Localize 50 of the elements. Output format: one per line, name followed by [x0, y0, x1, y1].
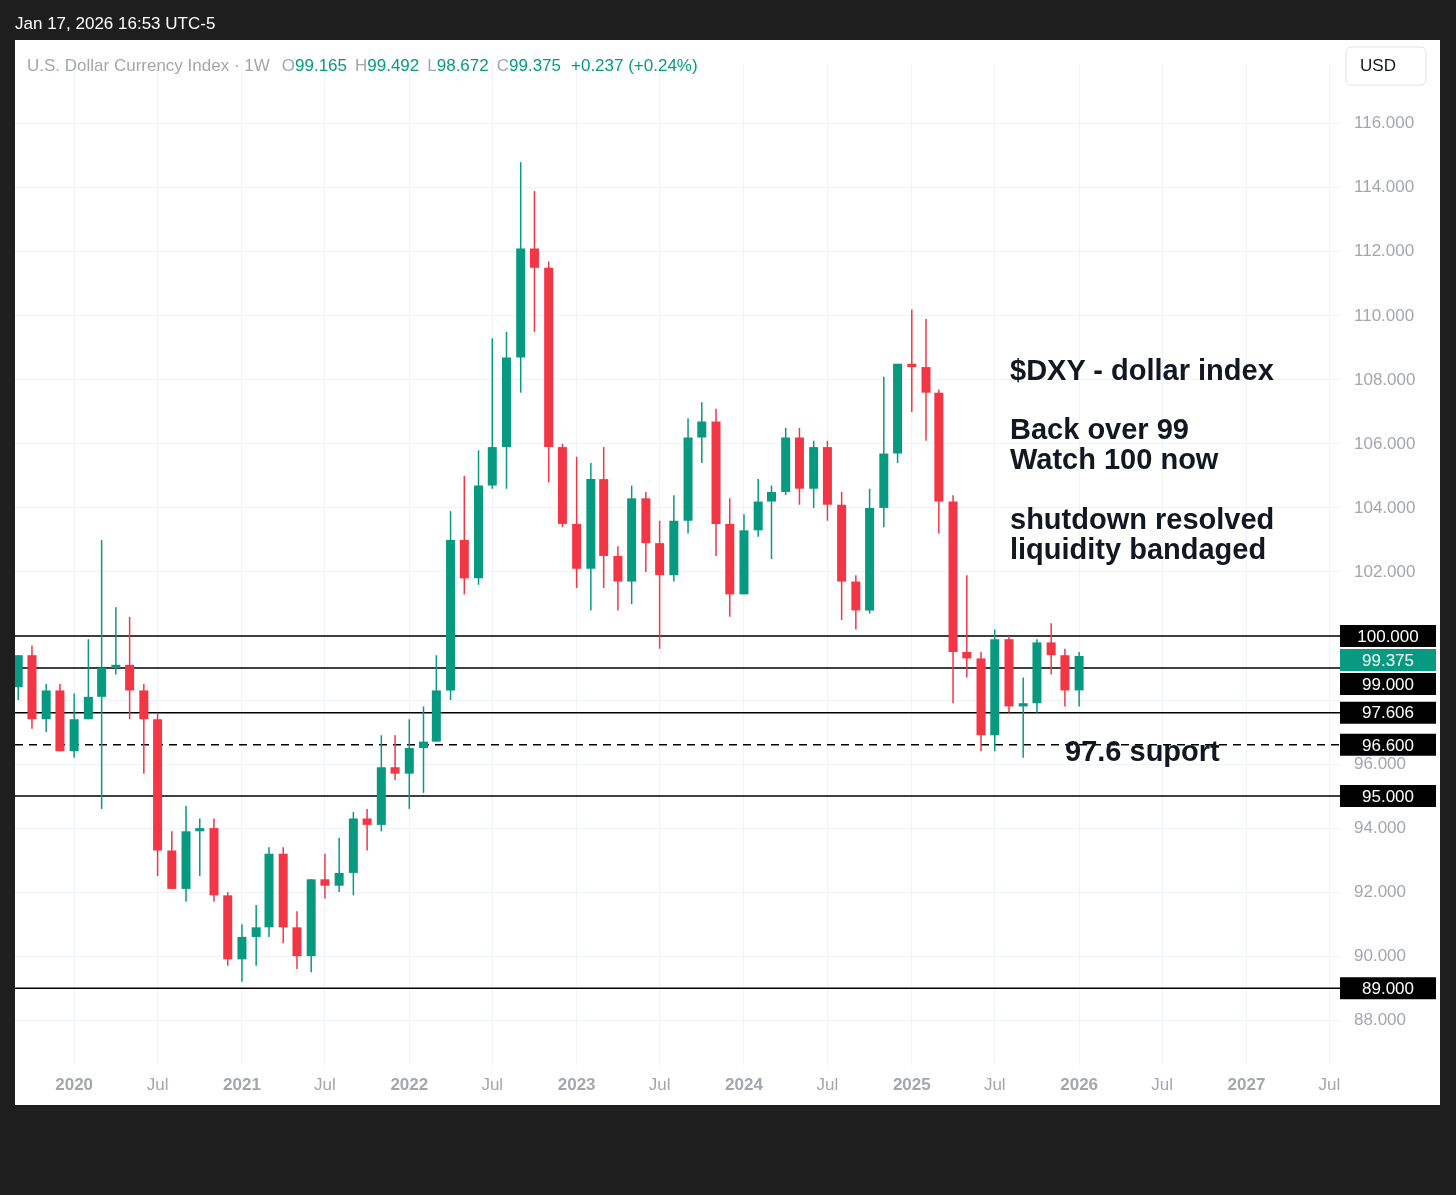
x-tick-label: Jul — [816, 1074, 839, 1094]
y-tick-label: 92.000 — [1354, 881, 1406, 901]
x-tick-label: Jul — [1318, 1074, 1341, 1094]
text: 99.375 — [1362, 650, 1414, 670]
x-tick-label: 2020 — [55, 1074, 94, 1094]
annotation: Watch 100 now — [1010, 443, 1219, 475]
annotation: 97.6 suport — [1065, 735, 1221, 767]
x-tick-label: 2024 — [725, 1074, 764, 1094]
y-tick-label: 88.000 — [1354, 1009, 1406, 1029]
annotation: Back over 99 — [1010, 413, 1189, 445]
x-tick-label: 2021 — [223, 1074, 261, 1094]
y-tick-label: 116.000 — [1354, 113, 1415, 133]
annotation: O99.165 — [281, 55, 348, 75]
x-tick-label: Jul — [983, 1074, 1006, 1094]
annotation: shutdown resolved — [1010, 503, 1275, 535]
annotation: C99.375 — [496, 55, 562, 75]
ref-line-label: 89.000 — [1362, 978, 1414, 998]
y-tick-label: 114.000 — [1354, 177, 1415, 197]
ref-line-label: 97.606 — [1362, 703, 1414, 723]
y-tick-label: 112.000 — [1354, 241, 1415, 261]
y-tick-label: 110.000 — [1354, 305, 1415, 325]
y-tick-label: 90.000 — [1354, 945, 1406, 965]
x-tick-label: Jul — [648, 1074, 671, 1094]
y-tick-label: 108.000 — [1354, 369, 1416, 389]
x-tick-label: Jul — [314, 1074, 336, 1094]
x-tick-label: 2027 — [1227, 1074, 1266, 1094]
ref-line-label: 100.000 — [1357, 626, 1419, 646]
ref-line-label: 96.600 — [1362, 735, 1414, 755]
x-tick-label: 2022 — [390, 1074, 429, 1094]
text: Jan 17, 2026 16:53 UTC-5 — [15, 14, 216, 34]
annotation: liquidity bandaged — [1010, 533, 1267, 565]
x-tick-label: 2026 — [1060, 1074, 1099, 1094]
annotation: +0.237 (+0.24%) — [571, 55, 698, 75]
x-tick-label: Jul — [1151, 1074, 1173, 1094]
y-tick-label: 94.000 — [1354, 817, 1406, 837]
x-tick-label: 2023 — [557, 1074, 596, 1094]
annotation: L98.672 — [427, 55, 489, 75]
y-tick-label: 104.000 — [1354, 497, 1416, 517]
ref-line-label: 99.000 — [1362, 674, 1414, 694]
x-tick-label: 2025 — [892, 1074, 931, 1094]
annotation: H99.492 — [355, 55, 420, 75]
text: USD — [1360, 55, 1396, 75]
ref-line-label: 95.000 — [1362, 786, 1414, 806]
y-tick-label: 96.000 — [1354, 753, 1406, 773]
annotation: $DXY - dollar index — [1010, 354, 1274, 386]
x-tick-label: Jul — [481, 1074, 504, 1094]
chart-title: U.S. Dollar Currency Index · 1W — [27, 55, 270, 75]
y-tick-label: 102.000 — [1354, 561, 1416, 581]
x-tick-label: Jul — [146, 1074, 169, 1094]
y-tick-label: 106.000 — [1354, 433, 1416, 453]
